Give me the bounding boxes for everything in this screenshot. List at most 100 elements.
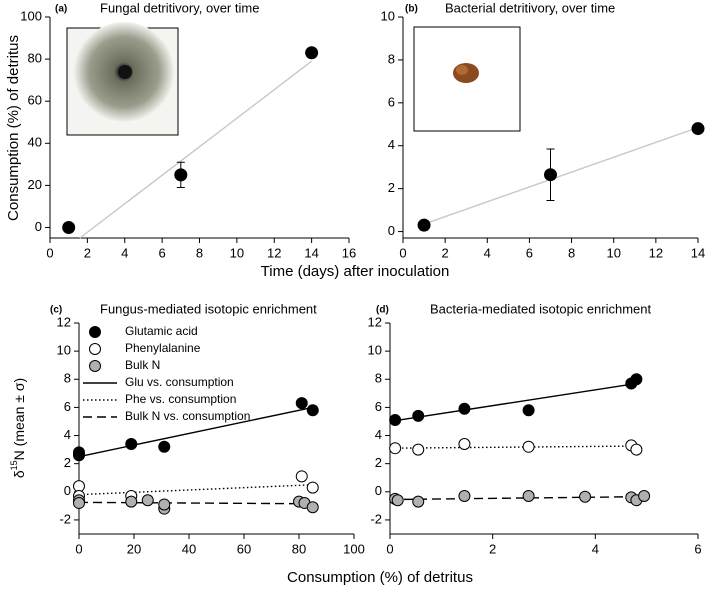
point xyxy=(458,437,471,450)
legend-marker xyxy=(89,343,101,355)
y-tick-label: 6 xyxy=(388,94,395,109)
x-tick-label: 10 xyxy=(606,245,620,260)
legend-marker xyxy=(89,360,101,372)
point xyxy=(158,440,171,453)
point xyxy=(412,495,425,508)
y-tick-label: 60 xyxy=(28,93,42,108)
point xyxy=(544,168,557,182)
x-tick-label: 0 xyxy=(75,541,82,556)
panel-label: (d) xyxy=(376,305,389,316)
point xyxy=(458,490,471,503)
x-tick-label: 4 xyxy=(592,541,599,556)
point xyxy=(630,443,643,456)
x-tick-label: 0 xyxy=(386,541,393,556)
y-tick-label: 12 xyxy=(57,314,71,329)
panel-title: Bacterial detritivory, over time xyxy=(445,0,615,15)
x-tick-label: 0 xyxy=(399,245,406,260)
x-tick-label: 16 xyxy=(342,245,356,260)
y-tick-label: 10 xyxy=(57,343,71,358)
legend-label: Glu vs. consumption xyxy=(125,375,234,389)
y-tick-label: 4 xyxy=(64,427,71,442)
x-tick-label: 6 xyxy=(526,245,533,260)
fit-line xyxy=(79,60,313,239)
point xyxy=(389,442,402,455)
y-tick-label: 8 xyxy=(64,371,71,386)
y-tick-label: 2 xyxy=(375,455,382,470)
inset-photo-bacteria xyxy=(413,26,521,132)
x-tick-label: 4 xyxy=(121,245,128,260)
y-tick-label: 8 xyxy=(388,51,395,66)
legend-label: Phenylalanine xyxy=(125,341,201,355)
fit-line xyxy=(78,501,313,505)
y-tick-label: 80 xyxy=(28,51,42,66)
panel-title: Fungal detritivory, over time xyxy=(100,0,259,15)
y-tick-label: 12 xyxy=(368,314,382,329)
panel-title: Fungus-mediated isotopic enrichment xyxy=(100,301,317,316)
y-tick-label: 2 xyxy=(64,455,71,470)
point xyxy=(412,443,425,456)
point xyxy=(691,122,705,136)
y-axis-label: δ15N (mean ± σ) xyxy=(9,378,26,478)
x-tick-label: 0 xyxy=(46,245,53,260)
y-axis-label: Consumption (%) of detritus xyxy=(5,35,22,221)
x-axis-label: Consumption (%) of detritus xyxy=(287,569,473,586)
point xyxy=(522,440,535,453)
x-tick-label: 100 xyxy=(343,541,365,556)
point xyxy=(295,470,308,483)
point xyxy=(141,494,154,507)
y-tick-label: 100 xyxy=(20,8,42,23)
x-tick-label: 60 xyxy=(237,541,251,556)
x-tick-label: 12 xyxy=(267,245,281,260)
point xyxy=(412,409,425,422)
point xyxy=(125,495,138,508)
point xyxy=(306,501,319,514)
x-tick-label: 14 xyxy=(304,245,318,260)
x-axis-label: Time (days) after inoculation xyxy=(261,263,450,280)
inset-photo-fungus xyxy=(66,22,179,136)
y-tick-label: 0 xyxy=(388,223,395,238)
x-tick-label: 6 xyxy=(159,245,166,260)
fit-line xyxy=(389,496,637,501)
y-tick-label: 4 xyxy=(375,427,382,442)
panel-label: (a) xyxy=(55,4,67,15)
x-tick-label: 80 xyxy=(292,541,306,556)
legend-marker xyxy=(89,326,101,338)
point xyxy=(295,397,308,410)
point xyxy=(174,168,188,182)
y-tick-label: 6 xyxy=(64,399,71,414)
point xyxy=(579,490,592,503)
x-tick-label: 8 xyxy=(568,245,575,260)
y-tick-label: 0 xyxy=(35,219,42,234)
y-tick-label: 20 xyxy=(28,177,42,192)
x-tick-label: 2 xyxy=(489,541,496,556)
x-tick-label: 4 xyxy=(484,245,491,260)
x-tick-label: 20 xyxy=(127,541,141,556)
point xyxy=(391,494,404,507)
fit-line xyxy=(78,484,313,496)
legend-label: Phe vs. consumption xyxy=(125,392,236,406)
y-tick-label: 10 xyxy=(368,343,382,358)
fit-line xyxy=(78,406,313,458)
point xyxy=(73,446,85,459)
legend-label: Bulk N xyxy=(125,358,160,372)
point xyxy=(630,373,643,386)
point xyxy=(305,46,319,60)
legend-label: Bulk N vs. consumption xyxy=(125,409,250,423)
point xyxy=(458,402,471,415)
y-tick-label: 6 xyxy=(375,399,382,414)
panel-label: (c) xyxy=(50,305,62,316)
x-tick-label: 2 xyxy=(442,245,449,260)
y-tick-label: 2 xyxy=(388,180,395,195)
point xyxy=(306,481,319,494)
y-tick-label: -2 xyxy=(370,511,382,526)
x-tick-label: 6 xyxy=(694,541,701,556)
y-tick-label: 0 xyxy=(64,483,71,498)
x-tick-label: 8 xyxy=(196,245,203,260)
legend-label: Glutamic acid xyxy=(125,324,198,338)
point xyxy=(417,218,431,232)
point xyxy=(158,498,171,511)
point xyxy=(638,490,651,503)
y-tick-label: 40 xyxy=(28,135,42,150)
y-tick-label: 0 xyxy=(375,483,382,498)
